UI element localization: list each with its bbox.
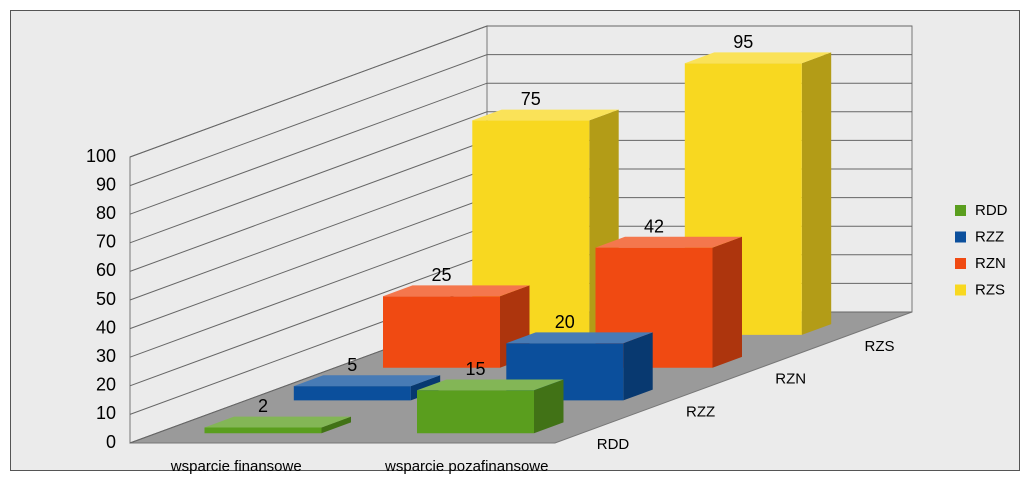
y-tick-label: 70 (96, 232, 116, 252)
data-label: 20 (555, 312, 575, 332)
bar-top (684, 52, 832, 64)
y-tick-label: 10 (96, 403, 116, 423)
bar-top (293, 375, 441, 387)
bar-top (472, 109, 619, 121)
legend-label: RZN (975, 255, 1006, 272)
legend-swatch (955, 231, 966, 243)
depth-label: RZS (865, 338, 895, 355)
y-tick-label: 80 (96, 203, 116, 223)
bar-top (595, 236, 742, 248)
bar-side (801, 52, 832, 335)
data-label: 75 (521, 89, 541, 109)
data-label: 15 (466, 359, 486, 379)
depth-label: RZN (775, 371, 806, 388)
bar-front (204, 427, 322, 434)
x-tick-label: wsparcie pozafinansowe (384, 458, 548, 475)
bar-front (472, 120, 590, 335)
depth-label: RZZ (686, 403, 715, 420)
legend-swatch (955, 258, 966, 269)
bar-side (623, 332, 653, 401)
data-label: 5 (347, 355, 357, 375)
data-label: 95 (733, 32, 753, 52)
y-tick-label: 100 (86, 146, 116, 166)
bar-side (712, 236, 742, 368)
y-tick-label: 0 (106, 432, 116, 452)
data-label: 25 (432, 265, 452, 285)
bar (293, 375, 441, 401)
y-tick-label: 60 (96, 260, 116, 280)
bar (383, 285, 530, 368)
bar-front (383, 296, 500, 368)
bar-top (383, 285, 530, 297)
y-tick-label: 20 (96, 375, 116, 395)
x-tick-label: wsparcie finansowe (170, 458, 302, 475)
bar-front (293, 386, 411, 401)
data-label: 2 (258, 396, 268, 416)
y-tick-label: 50 (96, 289, 116, 309)
y-tick-label: 90 (96, 174, 116, 194)
legend-swatch (955, 284, 966, 296)
data-label: 42 (644, 216, 664, 236)
bar-top (204, 416, 351, 428)
bar (204, 416, 351, 434)
bars (204, 52, 832, 434)
bar-side (321, 416, 351, 434)
bar (417, 379, 564, 434)
y-tick-label: 40 (96, 317, 116, 337)
legend-label: RZZ (975, 228, 1004, 245)
bar-side (534, 379, 564, 434)
legend-label: RDD (975, 202, 1008, 219)
grid-line (129, 25, 912, 158)
depth-label: RDD (597, 436, 630, 453)
y-tick-label: 30 (96, 346, 116, 366)
bar-top (417, 379, 564, 391)
legend-swatch (955, 205, 966, 216)
bar-top (506, 332, 653, 344)
bar-front (417, 390, 534, 434)
legend-label: RZS (975, 281, 1005, 298)
labels: 0 10 20 30 40 50 60 70 80 90 100 75 95 25 42 5 20 2 15 wspa… (86, 32, 1008, 475)
